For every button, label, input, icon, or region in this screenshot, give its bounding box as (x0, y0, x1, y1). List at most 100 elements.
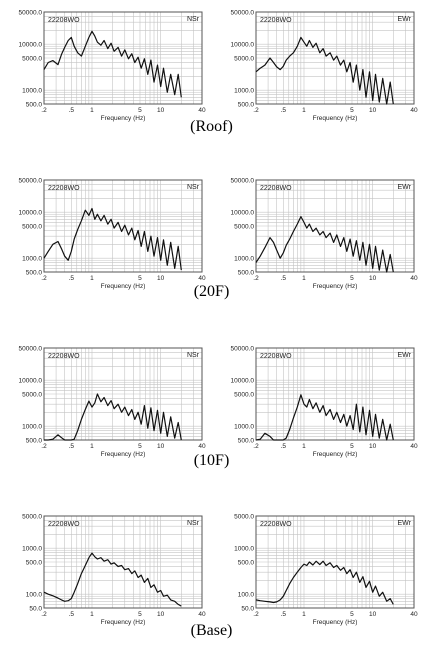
y-tick-label: 50000.0 (19, 178, 43, 185)
plot-frame (43, 347, 203, 441)
y-tick-label: 1000.0 (234, 88, 254, 95)
x-tick-label: 40 (410, 443, 418, 450)
chart-title: EWr (398, 184, 412, 191)
x-tick-label: 40 (410, 611, 418, 618)
y-tick-label: 50000.0 (19, 10, 43, 17)
x-axis-label: Frequency (Hz) (313, 451, 358, 458)
plot-frame (43, 11, 203, 105)
y-tick-label: 1000.0 (234, 256, 254, 263)
chart-annotation: 22208WO (260, 353, 292, 360)
grid (256, 12, 414, 104)
caption-roof: (Roof) (190, 118, 233, 135)
x-tick-label: 10 (369, 275, 377, 282)
spectrum-series-line (255, 215, 394, 273)
spectrum-chart-20f-left: 500.0 1000.0 5000.0 10000.0 50000.0 .2 .5 1 5 10 4… (19, 178, 206, 291)
y-tick-label: 50.0 (29, 606, 42, 613)
y-tick-label: 1000.0 (22, 546, 42, 553)
x-tick-label: 10 (157, 611, 165, 618)
x-tick-label: 10 (369, 611, 377, 618)
chart-annotation: 22208WO (48, 353, 80, 360)
x-tick-label: .2 (41, 443, 47, 450)
spectrum-series-line (43, 207, 182, 271)
y-tick-label: 5000.0 (234, 392, 254, 399)
x-tick-label: .5 (69, 611, 75, 618)
x-tick-label: .5 (69, 107, 75, 114)
y-tick-label: 1000.0 (22, 88, 42, 95)
chart-title: EWr (398, 520, 412, 527)
y-tick-label: 10000.0 (19, 378, 43, 385)
x-tick-label: .2 (41, 275, 47, 282)
x-tick-label: 40 (198, 443, 206, 450)
y-tick-label: 500.0 (238, 270, 255, 277)
spectrum-chart-10f-left: 500.0 1000.0 5000.0 10000.0 50000.0 .2 .5 1 5 10 4… (19, 346, 206, 459)
plot-frame (43, 179, 203, 273)
y-tick-label: 50000.0 (19, 346, 43, 353)
chart-annotation: 22208WO (48, 17, 80, 24)
x-tick-label: 40 (198, 275, 206, 282)
x-tick-label: .5 (69, 443, 75, 450)
x-tick-label: 5 (138, 275, 142, 282)
y-tick-label: 500.0 (26, 438, 43, 445)
x-axis-label: Frequency (Hz) (101, 283, 146, 290)
x-axis-label: Frequency (Hz) (313, 115, 358, 122)
spectrum-series-line (255, 560, 394, 605)
y-tick-label: 10000.0 (19, 42, 43, 49)
x-tick-label: 5 (350, 107, 354, 114)
x-tick-label: 5 (350, 611, 354, 618)
spectrum-series-line (255, 394, 394, 441)
y-tick-label: 100.0 (238, 592, 255, 599)
plot-frame (255, 515, 415, 609)
y-tick-label: 10000.0 (231, 210, 255, 217)
spectrum-chart-base-right: 50.0 100.0 500.0 1000.0 5000.0 .2 .5 1 5 10 40 Freq… (234, 514, 418, 627)
x-tick-label: 1 (302, 443, 306, 450)
x-tick-label: .5 (281, 611, 287, 618)
x-axis-label: Frequency (Hz) (313, 619, 358, 626)
x-axis-label: Frequency (Hz) (101, 619, 146, 626)
caption-20f: (20F) (193, 283, 230, 300)
x-tick-label: .2 (41, 107, 47, 114)
spectrum-chart-10f-right: 500.0 1000.0 5000.0 10000.0 50000.0 .2 .5 1 5 10 4… (231, 346, 418, 459)
y-tick-label: 5000.0 (22, 56, 42, 63)
chart-title: EWr (398, 352, 412, 359)
x-tick-label: .2 (253, 275, 259, 282)
y-tick-label: 50.0 (241, 606, 254, 613)
grid (44, 180, 202, 272)
y-tick-label: 500.0 (26, 560, 43, 567)
x-tick-label: 40 (410, 107, 418, 114)
y-tick-label: 1000.0 (22, 424, 42, 431)
spectrum-series-line (255, 36, 394, 105)
spectrum-chart-roof-left: 500.0 1000.0 5000.0 10000.0 50000.0 .2 .5 1 5 10 4… (19, 10, 206, 123)
x-tick-label: .5 (69, 275, 75, 282)
spectrum-chart-base-left: 50.0 100.0 500.0 1000.0 5000.0 .2 .5 1 5 10 40 Freq… (22, 514, 206, 627)
x-tick-label: 40 (410, 275, 418, 282)
x-tick-label: 5 (138, 107, 142, 114)
y-tick-label: 10000.0 (231, 378, 255, 385)
grid (44, 516, 202, 608)
chart-annotation: 22208WO (260, 17, 292, 24)
x-tick-label: 5 (350, 275, 354, 282)
y-tick-label: 1000.0 (22, 256, 42, 263)
x-tick-label: .5 (281, 107, 287, 114)
chart-annotation: 22208WO (260, 521, 292, 528)
y-tick-label: 5000.0 (22, 224, 42, 231)
spectrum-series-line (43, 552, 182, 607)
y-tick-label: 50000.0 (231, 346, 255, 353)
y-tick-label: 100.0 (26, 592, 43, 599)
plot-frame (255, 347, 415, 441)
x-tick-label: 1 (302, 107, 306, 114)
chart-title: NSr (187, 352, 200, 359)
y-tick-label: 5000.0 (234, 224, 254, 231)
x-tick-label: 10 (369, 107, 377, 114)
y-tick-label: 500.0 (238, 438, 255, 445)
x-tick-label: .2 (41, 611, 47, 618)
spectrum-chart-20f-right: 500.0 1000.0 5000.0 10000.0 50000.0 .2 .5 1 5 10 4… (231, 178, 418, 291)
x-tick-label: .2 (253, 443, 259, 450)
x-tick-label: 1 (90, 611, 94, 618)
chart-annotation: 22208WO (48, 521, 80, 528)
y-tick-label: 500.0 (26, 102, 43, 109)
x-tick-label: 40 (198, 611, 206, 618)
chart-annotation: 22208WO (48, 185, 80, 192)
plot-frame (43, 515, 203, 609)
y-tick-label: 1000.0 (234, 546, 254, 553)
